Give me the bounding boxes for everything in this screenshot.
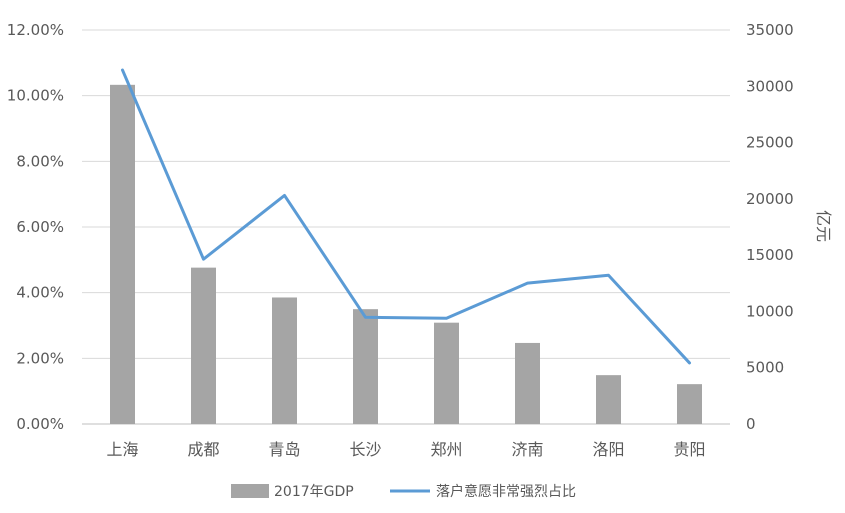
gdp-bar [272,297,297,424]
legend: 2017年GDP 落户意愿非常强烈占比 [231,483,576,500]
right-tick-label: 5000 [746,359,784,377]
legend-swatch-gdp [231,484,269,498]
left-tick-label: 2.00% [16,349,64,367]
willingness-line [121,68,691,365]
category-label: 贵阳 [673,440,705,459]
category-label: 长沙 [349,440,381,459]
gdp-bar [191,267,216,424]
right-tick-label: 25000 [746,134,794,152]
bar-series [110,84,702,424]
line-series [121,68,691,365]
right-tick-label: 10000 [746,302,794,320]
category-label: 洛阳 [592,440,624,459]
category-label: 上海 [106,440,138,459]
gdp-bar [515,342,540,424]
category-label: 济南 [511,440,543,459]
right-tick-label: 30000 [746,77,794,95]
gdp-bar [596,375,621,424]
left-tick-label: 6.00% [16,218,64,236]
left-tick-label: 12.00% [7,21,64,39]
category-labels: 上海 成都 青岛 长沙 郑州 济南 洛阳 贵阳 [106,440,705,459]
gdp-bar [353,309,378,424]
left-tick-label: 8.00% [16,152,64,170]
legend-label-gdp: 2017年GDP [274,484,354,500]
category-label: 青岛 [268,440,300,459]
right-tick-label: 35000 [746,21,794,39]
right-tick-label: 15000 [746,246,794,264]
right-tick-label: 20000 [746,190,794,208]
right-axis-ticks: 0 5000 10000 15000 20000 25000 30000 35000 [746,21,794,433]
legend-label-willingness: 落户意愿非常强烈占比 [436,483,576,500]
gdp-bar [110,84,135,424]
gdp-bar [434,322,459,424]
gridlines [82,29,730,425]
left-axis-ticks: 0.00% 2.00% 4.00% 6.00% 8.00% 10.00% 12.00% [7,21,64,433]
left-tick-label: 10.00% [7,87,64,105]
category-label: 成都 [187,440,219,459]
gdp-bar [677,384,702,424]
left-tick-label: 4.00% [16,284,64,302]
right-axis-label: 亿元 [814,210,833,242]
right-tick-label: 0 [746,415,756,433]
left-tick-label: 0.00% [16,415,64,433]
category-label: 郑州 [430,440,462,459]
